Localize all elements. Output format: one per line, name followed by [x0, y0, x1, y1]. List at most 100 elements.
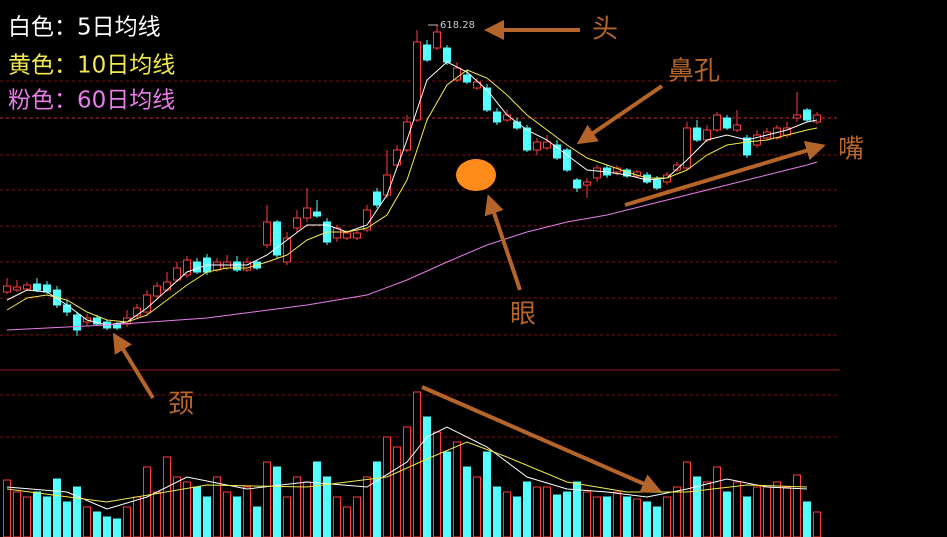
volume-bar [283, 496, 291, 537]
candle-body [273, 221, 281, 256]
annotation: 眼 [510, 300, 536, 330]
candle-body [453, 67, 461, 81]
candle-body [393, 149, 401, 166]
ma-line [6, 61, 818, 326]
volume-bar [503, 491, 511, 537]
volume-bar [713, 466, 721, 537]
legend-entry: 黄色：10日均线 [8, 53, 175, 79]
volume-bar [683, 461, 691, 537]
volume-bar [253, 506, 261, 537]
volume-bar [543, 486, 551, 537]
volume-bar [383, 436, 391, 537]
candle-body [733, 124, 741, 131]
volume-bar [613, 491, 621, 537]
candle-body [443, 47, 451, 63]
volume-bar [53, 478, 61, 537]
legend-entry: 白色：5日均线 [8, 15, 161, 41]
volume-bar [243, 486, 251, 537]
volume-bar [143, 466, 151, 537]
candle-body [373, 191, 381, 206]
candle-body [313, 211, 321, 217]
candle-body [263, 221, 271, 246]
volume-bar [233, 496, 241, 537]
candle-body [143, 294, 151, 313]
volume-bar [663, 496, 671, 537]
volume-bar [813, 511, 821, 537]
candle-body [293, 217, 301, 229]
candle-body [33, 283, 41, 291]
volume-bar [33, 491, 41, 537]
candle-body [243, 261, 251, 271]
candle-body [753, 134, 761, 146]
volume-bar [113, 518, 121, 537]
candle-body [473, 81, 481, 89]
volume-bar [803, 501, 811, 537]
volume-bar [83, 506, 91, 537]
annotation: 鼻孔 [668, 57, 720, 87]
candle-body [383, 174, 391, 196]
arrow [484, 194, 522, 291]
candle-body [553, 144, 561, 159]
legend: 白色：5日均线 黄色：10日均线 粉色：60日均线 [8, 15, 175, 114]
candle-body [493, 111, 501, 123]
annotation: 颈 [168, 390, 194, 420]
volume-bar [773, 481, 781, 537]
candle-body [673, 164, 681, 171]
volume-bar [133, 496, 141, 537]
volume-bar [793, 474, 801, 537]
peak-label: 618.28 [440, 20, 475, 31]
volume-bar [763, 486, 771, 537]
volume-bar [403, 426, 411, 537]
candle-body [183, 259, 191, 276]
volume-bar [193, 486, 201, 537]
candle-body [723, 117, 731, 129]
candle-body [503, 114, 511, 121]
candle-body [523, 127, 531, 151]
candle-body [813, 114, 821, 123]
candle-body [153, 285, 161, 297]
candle-body [63, 304, 71, 313]
candle-body [793, 114, 801, 119]
volume-bar [643, 501, 651, 537]
grid [0, 80, 840, 438]
volume-bar [343, 506, 351, 537]
candle-body [743, 137, 751, 156]
candle-body [573, 179, 581, 189]
candle-body [703, 129, 711, 141]
candle-body [3, 285, 11, 293]
candle-body [193, 261, 201, 273]
volume-ma-line [6, 441, 808, 503]
volume-bar [223, 491, 231, 537]
eye-marker [456, 159, 496, 191]
volume-bar [153, 491, 161, 537]
volume-bar [363, 476, 371, 537]
volume-bar [3, 479, 11, 537]
volume-bar [703, 481, 711, 537]
volume-bar [333, 496, 341, 537]
volume-bar [603, 496, 611, 537]
candle-body [693, 127, 701, 141]
volume-bar [443, 451, 451, 537]
candle-body [713, 114, 721, 131]
volume-bar [93, 511, 101, 537]
candle-body [213, 261, 221, 271]
volume-bar [673, 486, 681, 537]
volume-bar [273, 466, 281, 537]
candle-body [463, 74, 471, 83]
volume-bar [63, 501, 71, 537]
candle-body [43, 284, 51, 293]
volume-bar [623, 496, 631, 537]
arrow [421, 385, 662, 493]
arrow [576, 84, 664, 145]
volume-bar [173, 476, 181, 537]
candle-body [343, 232, 351, 239]
candle-body [93, 317, 101, 325]
volume-bar [203, 496, 211, 537]
candle-body [563, 149, 571, 171]
volume-bar [213, 476, 221, 537]
candle-body [23, 284, 31, 290]
volume-bar [373, 461, 381, 537]
annotation: 头 [592, 15, 618, 45]
candle-body [173, 267, 181, 281]
